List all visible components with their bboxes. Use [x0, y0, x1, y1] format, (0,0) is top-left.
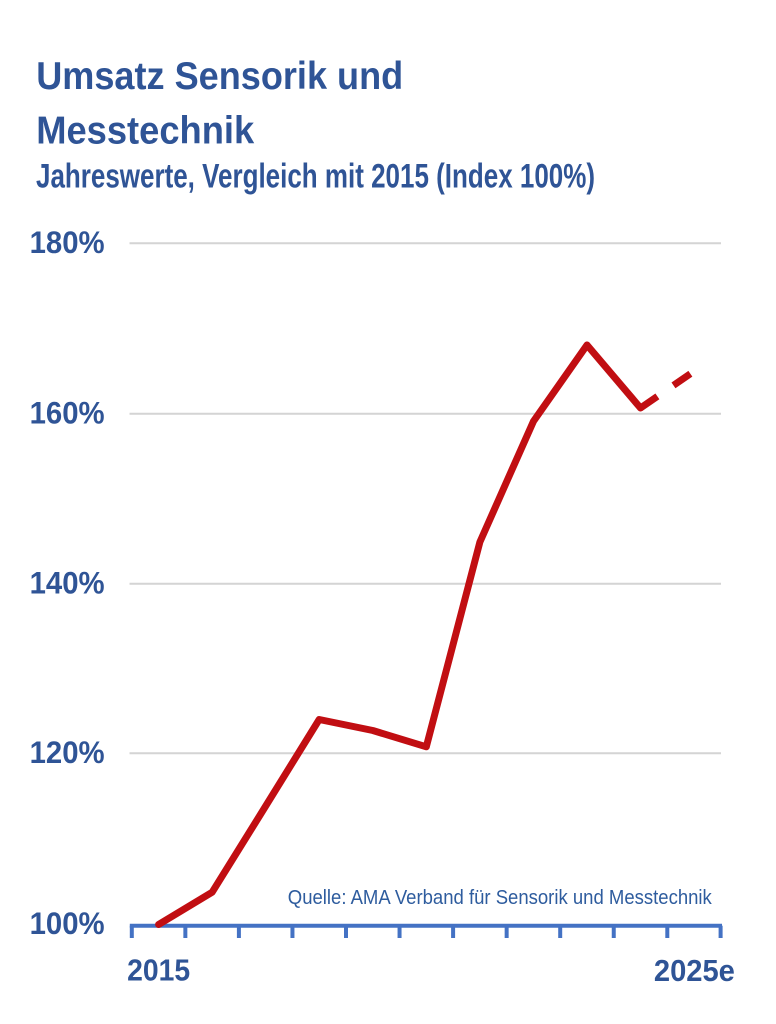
svg-text:180%: 180%: [30, 224, 105, 260]
svg-text:2025e: 2025e: [654, 953, 735, 988]
svg-text:140%: 140%: [30, 565, 105, 601]
svg-text:Umsatz Sensorik und: Umsatz Sensorik und: [36, 55, 403, 98]
svg-text:Messtechnik: Messtechnik: [36, 109, 254, 152]
svg-text:Quelle: AMA Verband für Sensor: Quelle: AMA Verband für Sensorik und Mes…: [288, 887, 713, 909]
svg-text:120%: 120%: [30, 734, 105, 770]
svg-text:2015: 2015: [127, 953, 190, 988]
svg-text:100%: 100%: [30, 905, 105, 941]
svg-text:160%: 160%: [30, 394, 105, 430]
svg-text:Jahreswerte, Vergleich mit 201: Jahreswerte, Vergleich mit 2015 (Index 1…: [36, 158, 595, 196]
